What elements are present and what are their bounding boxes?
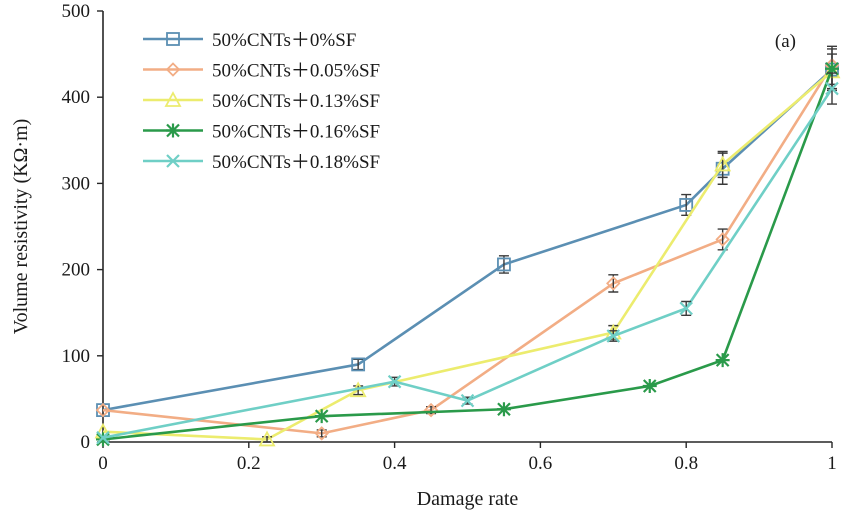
- data-point-marker: [642, 378, 657, 393]
- data-point-marker: [95, 402, 111, 418]
- data-point-marker: [165, 62, 181, 77]
- data-point-marker: [314, 426, 329, 441]
- y-tick-label: 200: [62, 260, 91, 281]
- y-axis-title: Volume resistivity (KΩ·m): [10, 119, 32, 335]
- data-point-marker: [96, 432, 110, 447]
- data-point-marker: [679, 198, 694, 212]
- series-group: [96, 72, 839, 445]
- x-tick-label: 0.2: [237, 453, 261, 474]
- y-tick-label: 100: [62, 346, 91, 367]
- axes: 0 100 200 300 400 500 0 0.2 0.4 0.6 0.8 1: [62, 1, 837, 474]
- data-point-marker: [166, 123, 180, 138]
- y-tick-label: 300: [62, 173, 91, 194]
- series-line: [102, 68, 833, 412]
- data-point-marker: [258, 430, 276, 447]
- series-layer: [94, 45, 841, 447]
- legend-item: 50%CNTs＋0.16%SF: [143, 122, 380, 143]
- data-point-marker: [166, 32, 180, 46]
- data-point-marker: [825, 61, 839, 76]
- legend-item: 50%CNTs＋0%SF: [143, 30, 356, 51]
- legend-label: 50%CNTs＋0.18%SF: [212, 152, 380, 173]
- data-point-marker: [606, 276, 621, 291]
- legend-label: 50%CNTs＋0.05%SF: [212, 61, 380, 82]
- data-point-marker: [496, 402, 511, 417]
- legend-item: 50%CNTs＋0.13%SF: [143, 91, 380, 112]
- panel-annotation: (a): [775, 31, 796, 52]
- data-point-marker: [314, 409, 329, 424]
- data-point-marker: [715, 353, 730, 368]
- series-group: [96, 61, 839, 447]
- data-point-marker: [825, 81, 839, 96]
- data-point-marker: [497, 257, 511, 272]
- data-point-marker: [715, 232, 730, 247]
- data-point-marker: [460, 393, 475, 408]
- legend-item: 50%CNTs＋0.05%SF: [143, 61, 380, 82]
- x-tick-label: 0: [98, 453, 108, 474]
- data-point-marker: [606, 329, 621, 343]
- data-point-marker: [387, 374, 402, 389]
- data-point-marker: [423, 402, 439, 418]
- data-point-marker: [96, 430, 110, 445]
- data-point-marker: [166, 154, 180, 168]
- x-tick-label: 0.4: [383, 453, 407, 474]
- legend-label: 50%CNTs＋0%SF: [212, 30, 356, 51]
- x-tick-label: 0.6: [529, 453, 553, 474]
- series-group: [95, 45, 840, 441]
- y-tick-label: 0: [81, 432, 91, 453]
- series-line: [102, 87, 834, 439]
- y-tick-label: 500: [62, 1, 91, 22]
- x-tick-label: 0.8: [674, 453, 698, 474]
- y-tick-label: 400: [62, 87, 91, 108]
- data-point-marker: [164, 91, 182, 107]
- data-point-marker: [351, 357, 366, 372]
- series-line: [102, 70, 833, 441]
- series-line: [102, 68, 834, 441]
- legend-item: 50%CNTs＋0.18%SF: [143, 152, 380, 173]
- x-tick-label: 1: [827, 453, 837, 474]
- x-axis-title: Damage rate: [417, 488, 519, 510]
- legend-label: 50%CNTs＋0.13%SF: [212, 91, 380, 112]
- legend: 50%CNTs＋0%SF 50%CNTs＋0.05%SF 50%CNTs＋0.13%…: [143, 30, 380, 173]
- legend-label: 50%CNTs＋0.16%SF: [212, 122, 380, 143]
- data-point-marker: [714, 155, 732, 172]
- data-point-marker: [679, 301, 693, 316]
